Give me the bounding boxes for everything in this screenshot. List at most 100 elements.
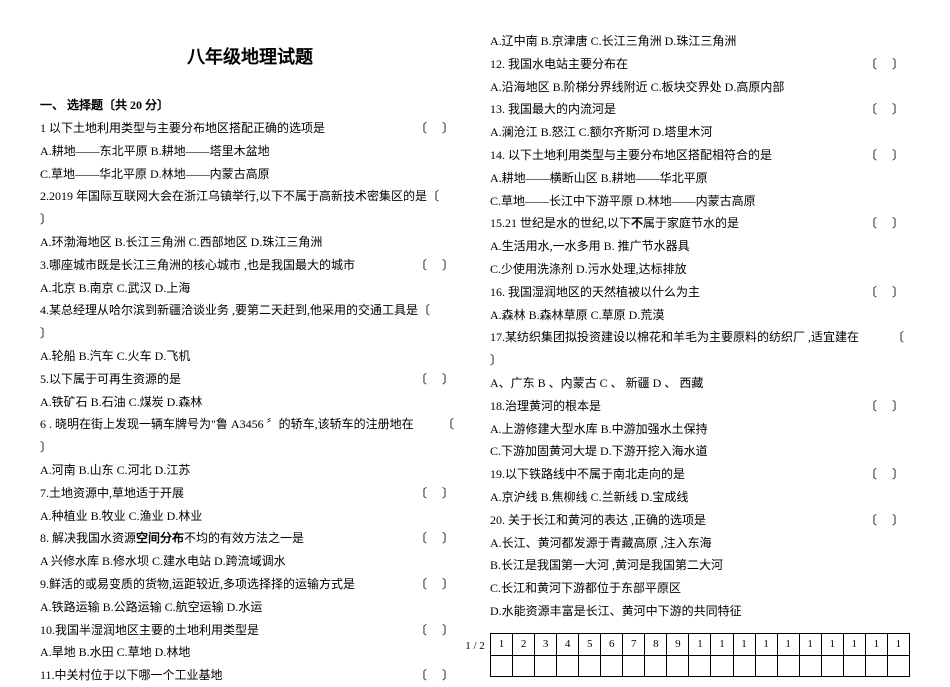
line-text: A.种植业 B.牧业 C.渔业 D.林业 xyxy=(40,509,202,523)
grid-cell xyxy=(799,655,821,676)
grid-cell xyxy=(535,655,557,676)
line-text: 18.治理黄河的根本是 xyxy=(490,399,601,413)
text-line: 〔 〕 8. 解决我国水资源空间分布不均的有效方法之一是 xyxy=(40,527,460,550)
text-line: 〔 〕 18.治理黄河的根本是 xyxy=(490,395,910,418)
line-text: A.环渤海地区 B.长江三角洲 C.西部地区 D.珠江三角洲 xyxy=(40,235,322,249)
text-line: 〔 〕13. 我国最大的内流河是 xyxy=(490,98,910,121)
blank-paren: 〔 〕 xyxy=(865,395,910,418)
line-text: 15.21 世纪是水的世纪,以下不属于家庭节水的是 xyxy=(490,216,739,230)
text-line: A.辽中南 B.京津唐 C.长江三角洲 D.珠江三角洲 xyxy=(490,30,910,53)
line-text: 12. 我国水电站主要分布在 xyxy=(490,57,628,71)
text-line: D.水能资源丰富是长江、黄河中下游的共同特征 xyxy=(490,600,910,623)
blank-paren: 〔 〕 xyxy=(415,368,460,391)
text-line: A.长江、黄河都发源于青藏高原 ,注入东海 xyxy=(490,532,910,555)
text-line: 〔 〕1 以下土地利用类型与主要分布地区搭配正确的选项是 xyxy=(40,117,460,140)
grid-cell xyxy=(667,655,689,676)
blank-paren: 〔 〕 xyxy=(415,573,460,596)
text-line: 〕 xyxy=(40,436,460,459)
text-line: 〔 〕 11.中关村位于以下哪一个工业基地 xyxy=(40,664,460,687)
text-line: 〔 〕 16. 我国湿润地区的天然植被以什么为主 xyxy=(490,281,910,304)
text-line: 〔 〕10.我国半湿润地区主要的土地利用类型是 xyxy=(40,619,460,642)
blank-paren: 〔 〕 xyxy=(865,509,910,532)
line-text: A.辽中南 B.京津唐 C.长江三角洲 D.珠江三角洲 xyxy=(490,34,736,48)
line-text: A.轮船 B.汽车 C.火车 D.飞机 xyxy=(40,349,190,363)
grid-cell xyxy=(821,655,843,676)
text-line: A、广东 B 、内蒙古 C 、 新疆 D 、 西藏 xyxy=(490,372,910,395)
line-text: C.下游加固黄河大堤 D.下游开挖入海水道 xyxy=(490,444,708,458)
line-text: 16. 我国湿润地区的天然植被以什么为主 xyxy=(490,285,700,299)
text-line: 〔 〕 19.以下铁路线中不属于南北走向的是 xyxy=(490,463,910,486)
grid-cell xyxy=(513,655,535,676)
line-text: 19.以下铁路线中不属于南北走向的是 xyxy=(490,467,685,481)
line-text: A.北京 B.南京 C.武汉 D.上海 xyxy=(40,281,190,295)
grid-cell xyxy=(645,655,667,676)
grid-answer-row xyxy=(491,655,910,676)
text-line: 〔 〕 15.21 世纪是水的世纪,以下不属于家庭节水的是 xyxy=(490,212,910,235)
text-line: A.澜沧江 B.怒江 C.额尔齐斯河 D.塔里木河 xyxy=(490,121,910,144)
left-column: 八年级地理试题 一、 选择题〔共 20 分〕 〔 〕1 以下土地利用类型与主要分… xyxy=(40,30,460,687)
grid-cell xyxy=(711,655,733,676)
line-text: 5.以下属于可再生资源的是 xyxy=(40,372,181,386)
line-text: A.生活用水,一水多用 B. 推广节水器具 xyxy=(490,239,690,253)
line-text: 1 以下土地利用类型与主要分布地区搭配正确的选项是 xyxy=(40,121,325,135)
text-line: A.京沪线 B.焦柳线 C.兰新线 D.宝成线 xyxy=(490,486,910,509)
line-text: A.森林 B.森林草原 C.草原 D.荒漠 xyxy=(490,308,664,322)
blank-paren: 〔 〕 xyxy=(415,527,460,550)
line-text: A.澜沧江 B.怒江 C.额尔齐斯河 D.塔里木河 xyxy=(490,125,712,139)
text-line: C.草地——华北平原 D.林地——内蒙古高原 xyxy=(40,163,460,186)
line-text: 11.中关村位于以下哪一个工业基地 xyxy=(40,668,223,682)
text-line: A.上游修建大型水库 B.中游加强水土保持 xyxy=(490,418,910,441)
line-text: C.长江和黄河下游都位于东部平原区 xyxy=(490,581,681,595)
grid-cell xyxy=(623,655,645,676)
blank-paren: 〔 〕 xyxy=(865,281,910,304)
text-line: 〔 〕 20. 关于长江和黄河的表达 ,正确的选项是 xyxy=(490,509,910,532)
line-text: 〕 xyxy=(40,326,52,340)
line-text: 2.2019 年国际互联网大会在浙江乌镇举行,以下不属于高新技术密集区的是〔 xyxy=(40,189,439,203)
line-text: A、广东 B 、内蒙古 C 、 新疆 D 、 西藏 xyxy=(490,376,703,390)
text-line: A.铁矿石 B.石油 C.煤炭 D.森林 xyxy=(40,391,460,414)
text-line: 4.某总经理从哈尔滨到新疆洽谈业务 ,要第二天赶到,他采用的交通工具是〔 xyxy=(40,299,460,322)
blank-paren: 〔 〕 xyxy=(415,619,460,642)
line-text: 3.哪座城市既是长江三角洲的核心城市 ,也是我国最大的城市 xyxy=(40,258,355,272)
blank-paren: 〔 〕 xyxy=(415,254,460,277)
blank-paren: 〔 〕 xyxy=(865,463,910,486)
line-text: 20. 关于长江和黄河的表达 ,正确的选项是 xyxy=(490,513,706,527)
blank-paren: 〔 xyxy=(892,326,910,349)
line-text: 〕 xyxy=(490,353,502,367)
text-line: C.长江和黄河下游都位于东部平原区 xyxy=(490,577,910,600)
text-line: 〔 〕 5.以下属于可再生资源的是 xyxy=(40,368,460,391)
blank-paren: 〔 xyxy=(442,413,460,436)
grid-cell xyxy=(843,655,865,676)
line-text: 7.土地资源中,草地适于开展 xyxy=(40,486,184,500)
line-text: A.耕地——横断山区 B.耕地——华北平原 xyxy=(490,171,708,185)
line-text: A.河南 B.山东 C.河北 D.江苏 xyxy=(40,463,190,477)
text-line: 〕 xyxy=(490,349,910,372)
blank-paren: 〔 〕 xyxy=(865,212,910,235)
blank-paren: 〔 〕 xyxy=(415,664,460,687)
line-text: C.草地——长江中下游平原 D.林地——内蒙古高原 xyxy=(490,194,756,208)
text-line: A.沿海地区 B.阶梯分界线附近 C.板块交界处 D.高原内部 xyxy=(490,76,910,99)
grid-cell xyxy=(601,655,623,676)
text-line: A.轮船 B.汽车 C.火车 D.飞机 xyxy=(40,345,460,368)
text-line: A 兴修水库 B.修水坝 C.建水电站 D.跨流域调水 xyxy=(40,550,460,573)
line-text: A.上游修建大型水库 B.中游加强水土保持 xyxy=(490,422,708,436)
grid-cell xyxy=(777,655,799,676)
line-text: 14. 以下土地利用类型与主要分布地区搭配相符合的是 xyxy=(490,148,772,162)
grid-cell xyxy=(689,655,711,676)
section-header: 一、 选择题〔共 20 分〕 xyxy=(40,94,460,117)
line-text: 9.鲜活的或易变质的货物,运距较近,多项选择择的运输方式是 xyxy=(40,577,355,591)
line-text: 4.某总经理从哈尔滨到新疆洽谈业务 ,要第二天赶到,他采用的交通工具是〔 xyxy=(40,303,430,317)
line-text: A 兴修水库 B.修水坝 C.建水电站 D.跨流域调水 xyxy=(40,554,286,568)
grid-cell xyxy=(755,655,777,676)
line-text: 8. 解决我国水资源空间分布不均的有效方法之一是 xyxy=(40,531,304,545)
grid-cell xyxy=(865,655,887,676)
line-text: C.草地——华北平原 D.林地——内蒙古高原 xyxy=(40,167,270,181)
text-line: C.下游加固黄河大堤 D.下游开挖入海水道 xyxy=(490,440,910,463)
line-text: C.少使用洗涤剂 D.污水处理,达标排放 xyxy=(490,262,687,276)
line-text: 13. 我国最大的内流河是 xyxy=(490,102,616,116)
text-line: 〔 〕14. 以下土地利用类型与主要分布地区搭配相符合的是 xyxy=(490,144,910,167)
left-body: 〔 〕1 以下土地利用类型与主要分布地区搭配正确的选项是A.耕地——东北平原 B… xyxy=(40,117,460,687)
text-line: A.北京 B.南京 C.武汉 D.上海 xyxy=(40,277,460,300)
text-line: 〔17.某纺织集团拟投资建设以棉花和羊毛为主要原料的纺织厂 ,适宜建在 xyxy=(490,326,910,349)
text-line: C.少使用洗涤剂 D.污水处理,达标排放 xyxy=(490,258,910,281)
